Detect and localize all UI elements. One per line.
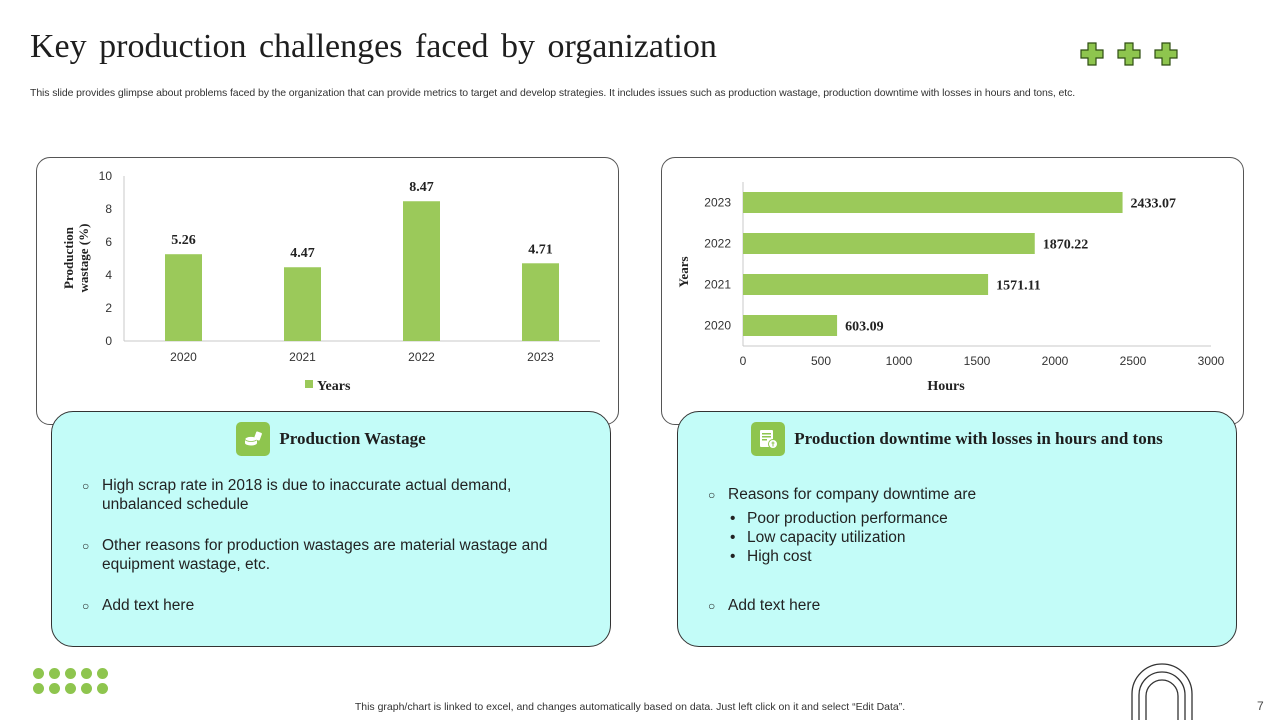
bar-value-label: 4.71 — [528, 242, 553, 257]
bar-value-label: 8.47 — [409, 180, 434, 195]
y-axis-title: Years — [676, 256, 691, 287]
x-tick-label: 2020 — [170, 350, 197, 364]
downtime-bullet-list: Reasons for company downtime are Poor pr… — [708, 485, 1178, 637]
x-tick-label: 2022 — [408, 350, 435, 364]
plus-icons-decoration — [1080, 42, 1178, 66]
y-tick-label: 8 — [105, 202, 112, 216]
bar-value-label: 603.09 — [845, 320, 884, 335]
report-icon — [751, 422, 786, 456]
legend-label: Years — [317, 379, 351, 394]
reason-item: High cost — [728, 547, 1178, 566]
list-item: Add text here — [82, 596, 552, 616]
downtime-card-title: Production downtime with losses in hours… — [794, 429, 1163, 448]
bar-value-label: 5.26 — [171, 233, 196, 248]
bar — [522, 263, 559, 341]
y-axis-title: Production wastage (%) — [61, 224, 91, 293]
y-tick-label: 2 — [105, 301, 112, 315]
wastage-chart-card[interactable]: 0 2 4 6 8 10 5.26 2020 4.47 2021 8.47 2022 4.71 2023 P… — [36, 157, 619, 425]
bar — [743, 233, 1035, 254]
bar — [403, 201, 440, 341]
x-tick-label: 3000 — [1198, 354, 1225, 368]
y-tick-label: 2022 — [704, 237, 731, 251]
list-item: Other reasons for production wastages ar… — [82, 536, 552, 574]
y-tick-label: 2020 — [704, 319, 731, 333]
wastage-bullet-list: High scrap rate in 2018 is due to inaccu… — [82, 476, 552, 637]
legend-swatch — [305, 380, 313, 388]
downtime-intro: Reasons for company downtime are — [728, 486, 977, 503]
y-tick-label: 0 — [105, 334, 112, 348]
x-tick-label: 500 — [811, 354, 831, 368]
x-tick-label: 2500 — [1120, 354, 1147, 368]
slide-subtitle: This slide provides glimpse about proble… — [30, 87, 1076, 99]
x-tick-label: 2023 — [527, 350, 554, 364]
y-tick-label: 2023 — [704, 196, 731, 210]
reason-item: Low capacity utilization — [728, 528, 1178, 547]
wastage-info-card: Production Wastage High scrap rate in 20… — [51, 411, 611, 647]
bar — [743, 274, 989, 295]
y-axis-title-line: Production — [61, 226, 76, 289]
list-item: Reasons for company downtime are Poor pr… — [708, 485, 1178, 566]
downtime-card-header: Production downtime with losses in hours… — [678, 422, 1236, 456]
bar — [165, 254, 202, 341]
y-tick-label: 4 — [105, 268, 112, 282]
bar-value-label: 1571.11 — [996, 279, 1041, 294]
y-tick-label: 10 — [99, 169, 113, 183]
slide-title: Key production challenges faced by organ… — [30, 28, 717, 65]
arch-decoration — [1131, 663, 1193, 720]
wastage-card-header: Production Wastage — [52, 422, 610, 456]
reason-item: Poor production performance — [728, 509, 1178, 528]
x-tick-label: 1000 — [886, 354, 913, 368]
bar-value-label: 2433.07 — [1131, 197, 1177, 212]
bar-value-label: 4.47 — [290, 246, 315, 261]
wastage-bar-chart[interactable]: 0 2 4 6 8 10 5.26 2020 4.47 2021 8.47 2022 4.71 2023 P… — [37, 158, 620, 426]
plus-icon — [1080, 42, 1104, 66]
page-number: 7 — [1257, 699, 1264, 713]
y-tick-label: 6 — [105, 235, 112, 249]
coins-icon — [236, 422, 271, 456]
list-item: High scrap rate in 2018 is due to inaccu… — [82, 476, 552, 514]
x-tick-label: 2021 — [289, 350, 316, 364]
x-tick-label: 2000 — [1042, 354, 1069, 368]
bar-value-label: 1870.22 — [1043, 238, 1089, 253]
dots-decoration — [33, 668, 109, 694]
bar — [743, 192, 1123, 213]
x-axis-title: Hours — [927, 379, 965, 394]
footer-note: This graph/chart is linked to excel, and… — [354, 701, 906, 713]
downtime-chart-card[interactable]: 0 500 1000 1500 2000 2500 3000 2433.07 2023 1870.… — [661, 157, 1244, 425]
x-tick-label: 0 — [740, 354, 747, 368]
plus-icon — [1117, 42, 1141, 66]
y-axis-title-line: wastage (%) — [76, 224, 91, 293]
downtime-reasons-list: Poor production performance Low capacity… — [728, 509, 1178, 566]
list-item: Add text here — [708, 596, 1178, 616]
downtime-info-card: Production downtime with losses in hours… — [677, 411, 1237, 647]
plus-icon — [1154, 42, 1178, 66]
bar — [743, 315, 838, 336]
wastage-card-title: Production Wastage — [279, 429, 426, 448]
y-tick-label: 2021 — [704, 278, 731, 292]
downtime-bar-chart[interactable]: 0 500 1000 1500 2000 2500 3000 2433.07 2023 1870.… — [662, 158, 1245, 426]
bar — [284, 267, 321, 341]
x-tick-label: 1500 — [964, 354, 991, 368]
